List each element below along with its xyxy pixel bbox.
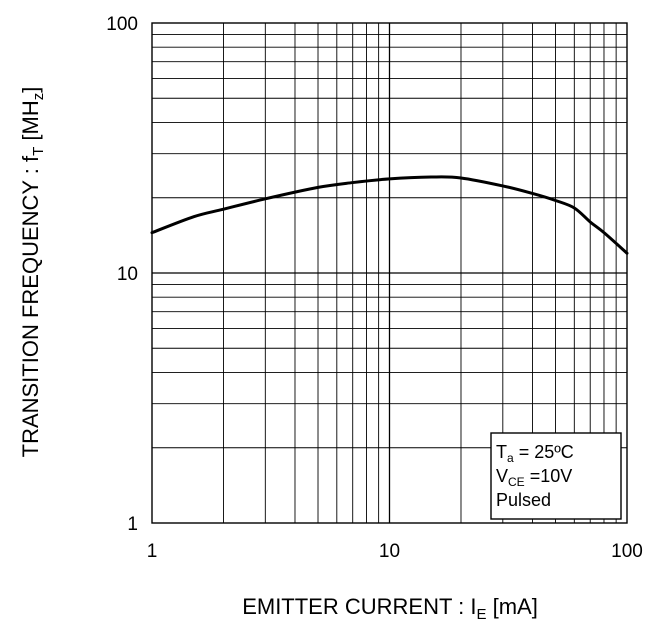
y-tick-labels: 1 10 100 (106, 14, 138, 535)
y-tick-label: 100 (106, 14, 138, 35)
x-axis-label: EMITTER CURRENT : IE [mA] (242, 594, 538, 621)
annotation-line-pulsed: Pulsed (496, 490, 551, 510)
x-tick-label: 1 (147, 541, 158, 562)
annotation-line-voltage: VCE =10V (496, 466, 572, 489)
y-axis-label: TRANSITION FREQUENCY : fT [MHz] (18, 87, 47, 458)
y-tick-label: 1 (127, 514, 138, 535)
series-line (150, 175, 629, 255)
x-tick-label: 10 (379, 541, 400, 562)
x-tick-label: 100 (611, 541, 643, 562)
x-tick-labels: 1 10 100 (147, 541, 643, 562)
conditions-annotation: Ta = 25ºC VCE =10V Pulsed (490, 432, 622, 520)
y-tick-label: 10 (117, 264, 138, 285)
annotation-line-temperature: Ta = 25ºC (496, 442, 574, 465)
plot-frame (151, 22, 628, 524)
